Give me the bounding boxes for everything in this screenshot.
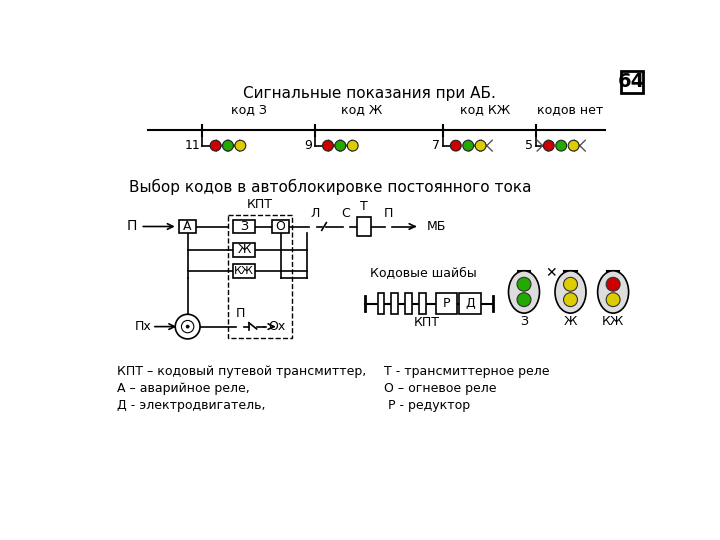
Text: КПТ – кодовый путевой трансмиттер,: КПТ – кодовый путевой трансмиттер,	[117, 365, 366, 378]
Text: Ж: Ж	[564, 315, 577, 328]
Circle shape	[335, 140, 346, 151]
Bar	[377, 294, 384, 314]
Text: код Ж: код Ж	[341, 103, 382, 117]
Text: А – аварийное реле,: А – аварийное реле,	[117, 382, 250, 395]
Circle shape	[235, 140, 246, 151]
Text: С: С	[341, 207, 350, 220]
Text: П: П	[384, 207, 393, 220]
Text: код КЖ: код КЖ	[460, 103, 510, 117]
Text: О: О	[276, 220, 286, 233]
Text: Р - редуктор: Р - редуктор	[384, 399, 471, 412]
Text: КПТ: КПТ	[414, 316, 440, 329]
Circle shape	[210, 140, 221, 151]
Circle shape	[222, 140, 233, 151]
Text: Выбор кодов в автоблокировке постоянного тока: Выбор кодов в автоблокировке постоянного…	[129, 179, 531, 195]
Text: П: П	[235, 307, 245, 320]
Bar	[419, 294, 426, 314]
Circle shape	[556, 140, 567, 151]
Text: КЖ: КЖ	[602, 315, 624, 328]
Bar	[233, 220, 255, 233]
Circle shape	[517, 293, 531, 307]
Bar	[233, 242, 255, 256]
Text: 7: 7	[432, 139, 441, 152]
Text: Л: Л	[311, 207, 320, 220]
Bar	[179, 220, 196, 233]
Bar	[392, 294, 397, 314]
Circle shape	[186, 325, 189, 328]
Circle shape	[463, 140, 474, 151]
Text: кодов нет: кодов нет	[537, 103, 603, 117]
Circle shape	[606, 293, 620, 307]
Text: КЖ: КЖ	[234, 266, 254, 276]
Bar	[272, 220, 289, 233]
Bar	[459, 294, 481, 314]
Text: 9: 9	[305, 139, 312, 152]
Circle shape	[606, 278, 620, 291]
Text: А: А	[184, 220, 192, 233]
Text: З: З	[520, 315, 528, 328]
Bar	[228, 215, 292, 338]
Text: П: П	[126, 219, 137, 233]
Ellipse shape	[555, 271, 586, 313]
Text: Ж: Ж	[238, 243, 251, 256]
Ellipse shape	[508, 271, 539, 313]
Text: Д - электродвигатель,: Д - электродвигатель,	[117, 399, 266, 412]
Text: О – огневое реле: О – огневое реле	[384, 382, 497, 395]
Circle shape	[564, 278, 577, 291]
Text: 5: 5	[526, 139, 534, 152]
Text: 64: 64	[618, 72, 645, 91]
Bar	[405, 294, 412, 314]
Circle shape	[544, 140, 554, 151]
Text: ✕: ✕	[545, 266, 557, 280]
Text: Пх: Пх	[135, 320, 152, 333]
Circle shape	[517, 278, 531, 291]
Text: Т - трансмиттерное реле: Т - трансмиттерное реле	[384, 365, 550, 378]
Text: Т: Т	[361, 200, 368, 213]
Text: Д: Д	[465, 297, 474, 310]
Bar	[233, 264, 255, 278]
Circle shape	[568, 140, 579, 151]
Circle shape	[323, 140, 333, 151]
Bar	[621, 71, 642, 92]
Circle shape	[564, 293, 577, 307]
Circle shape	[475, 140, 486, 151]
Bar	[357, 217, 372, 236]
Circle shape	[181, 320, 194, 333]
Circle shape	[175, 314, 200, 339]
Text: Сигнальные показания при АБ.: Сигнальные показания при АБ.	[243, 86, 495, 102]
Text: Ох: Ох	[269, 320, 286, 333]
Text: код З: код З	[231, 103, 267, 117]
Ellipse shape	[598, 271, 629, 313]
Text: 11: 11	[184, 139, 200, 152]
Text: КПТ: КПТ	[247, 198, 273, 211]
Text: З: З	[240, 220, 248, 233]
Circle shape	[451, 140, 462, 151]
Circle shape	[347, 140, 358, 151]
Bar	[436, 294, 456, 314]
Text: Р: Р	[443, 297, 450, 310]
Text: О: О	[280, 241, 282, 242]
Text: Кодовые шайбы: Кодовые шайбы	[370, 266, 477, 279]
Text: МБ: МБ	[427, 220, 446, 233]
